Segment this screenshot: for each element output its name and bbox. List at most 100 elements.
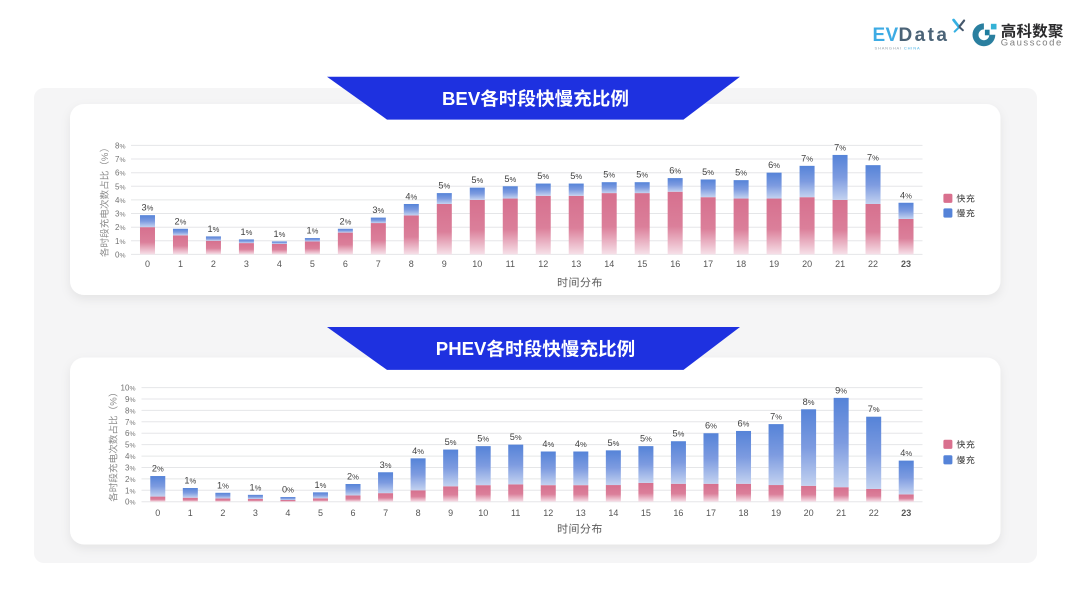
svg-text:22: 22 [869, 508, 879, 518]
svg-text:1%: 1% [273, 229, 285, 239]
svg-text:8: 8 [416, 508, 421, 518]
svg-text:14: 14 [608, 508, 618, 518]
svg-text:4%: 4% [412, 446, 424, 456]
svg-text:7%: 7% [125, 418, 136, 427]
svg-text:5%: 5% [570, 171, 582, 181]
svg-text:3: 3 [253, 508, 258, 518]
svg-text:6%: 6% [669, 166, 681, 176]
svg-text:7%: 7% [868, 404, 880, 414]
svg-text:7: 7 [376, 259, 381, 269]
svg-text:7: 7 [383, 508, 388, 518]
svg-text:4: 4 [277, 259, 282, 269]
svg-text:1: 1 [178, 259, 183, 269]
svg-text:10: 10 [478, 508, 488, 518]
svg-text:22: 22 [868, 259, 878, 269]
svg-text:%: % [100, 152, 111, 161]
svg-text:5%: 5% [640, 434, 652, 444]
svg-text:14: 14 [604, 259, 614, 269]
svg-text:BEV: BEV [442, 88, 481, 109]
svg-text:1%: 1% [306, 226, 318, 236]
svg-text:13: 13 [576, 508, 586, 518]
svg-text:5%: 5% [125, 441, 136, 450]
svg-text:5%: 5% [445, 437, 457, 447]
svg-text:9: 9 [442, 259, 447, 269]
svg-text:20: 20 [802, 259, 812, 269]
svg-text:5%: 5% [438, 181, 450, 191]
svg-text:6%: 6% [738, 419, 750, 429]
svg-text:2%: 2% [339, 216, 351, 226]
svg-text:3: 3 [244, 259, 249, 269]
svg-text:4%: 4% [115, 196, 126, 205]
svg-text:20: 20 [804, 508, 814, 518]
svg-text:5%: 5% [504, 174, 516, 184]
svg-text:7%: 7% [834, 142, 846, 152]
svg-text:2: 2 [220, 508, 225, 518]
svg-text:2: 2 [211, 259, 216, 269]
svg-text:17: 17 [706, 508, 716, 518]
svg-text:2%: 2% [347, 472, 359, 482]
svg-text:8%: 8% [115, 141, 126, 150]
svg-text:5%: 5% [636, 170, 648, 180]
svg-text:5%: 5% [471, 175, 483, 185]
svg-text:Data: Data [899, 25, 950, 46]
svg-text:7%: 7% [801, 153, 813, 163]
svg-text:1%: 1% [115, 237, 126, 246]
svg-text:0%: 0% [282, 485, 294, 495]
svg-text:19: 19 [769, 259, 779, 269]
svg-text:11: 11 [506, 259, 515, 269]
svg-text:4%: 4% [125, 452, 136, 461]
svg-text:5: 5 [310, 259, 315, 269]
svg-text:1%: 1% [207, 224, 219, 234]
svg-text:1%: 1% [315, 480, 327, 490]
svg-text:5%: 5% [603, 170, 615, 180]
svg-text:0: 0 [145, 259, 150, 269]
svg-text:6%: 6% [768, 160, 780, 170]
svg-text:7%: 7% [867, 153, 879, 163]
svg-text:0: 0 [155, 508, 160, 518]
svg-text:5%: 5% [115, 182, 126, 191]
svg-text:5%: 5% [607, 438, 619, 448]
svg-text:SHANGHAI CHINA: SHANGHAI CHINA [875, 46, 921, 51]
svg-text:5%: 5% [735, 168, 747, 178]
svg-text:PHEV: PHEV [436, 338, 487, 359]
svg-text:1%: 1% [240, 227, 252, 237]
svg-text:0%: 0% [125, 498, 136, 507]
svg-text:7%: 7% [115, 155, 126, 164]
svg-text:15: 15 [637, 259, 647, 269]
svg-text:9%: 9% [835, 385, 847, 395]
svg-text:4%: 4% [575, 439, 587, 449]
svg-text:10%: 10% [121, 384, 136, 393]
svg-text:1%: 1% [249, 482, 261, 492]
svg-text:5%: 5% [702, 167, 714, 177]
svg-text:21: 21 [836, 508, 846, 518]
svg-text:1%: 1% [217, 480, 229, 490]
svg-text:19: 19 [771, 508, 781, 518]
svg-text:9: 9 [448, 508, 453, 518]
svg-text:5%: 5% [672, 429, 684, 439]
svg-text:3%: 3% [142, 203, 154, 213]
svg-text:5%: 5% [537, 171, 549, 181]
svg-text:17: 17 [703, 259, 713, 269]
svg-text:3%: 3% [380, 460, 392, 470]
svg-text:12: 12 [538, 259, 548, 269]
svg-text:1: 1 [188, 508, 193, 518]
svg-text:4%: 4% [900, 190, 912, 200]
svg-text:23: 23 [901, 508, 911, 518]
svg-text:6%: 6% [705, 421, 717, 431]
svg-text:5%: 5% [510, 432, 522, 442]
svg-text:23: 23 [901, 259, 911, 269]
svg-text:18: 18 [736, 259, 746, 269]
svg-text:6: 6 [350, 508, 355, 518]
svg-text:12: 12 [543, 508, 553, 518]
svg-text:%: % [109, 397, 120, 406]
svg-text:2%: 2% [152, 464, 164, 474]
svg-text:6: 6 [343, 259, 348, 269]
svg-text:7%: 7% [770, 412, 782, 422]
svg-text:8: 8 [409, 259, 414, 269]
svg-text:13: 13 [571, 259, 581, 269]
svg-text:11: 11 [511, 508, 520, 518]
svg-text:21: 21 [835, 259, 845, 269]
svg-text:16: 16 [673, 508, 683, 518]
svg-text:3%: 3% [372, 205, 384, 215]
svg-text:1%: 1% [125, 486, 136, 495]
